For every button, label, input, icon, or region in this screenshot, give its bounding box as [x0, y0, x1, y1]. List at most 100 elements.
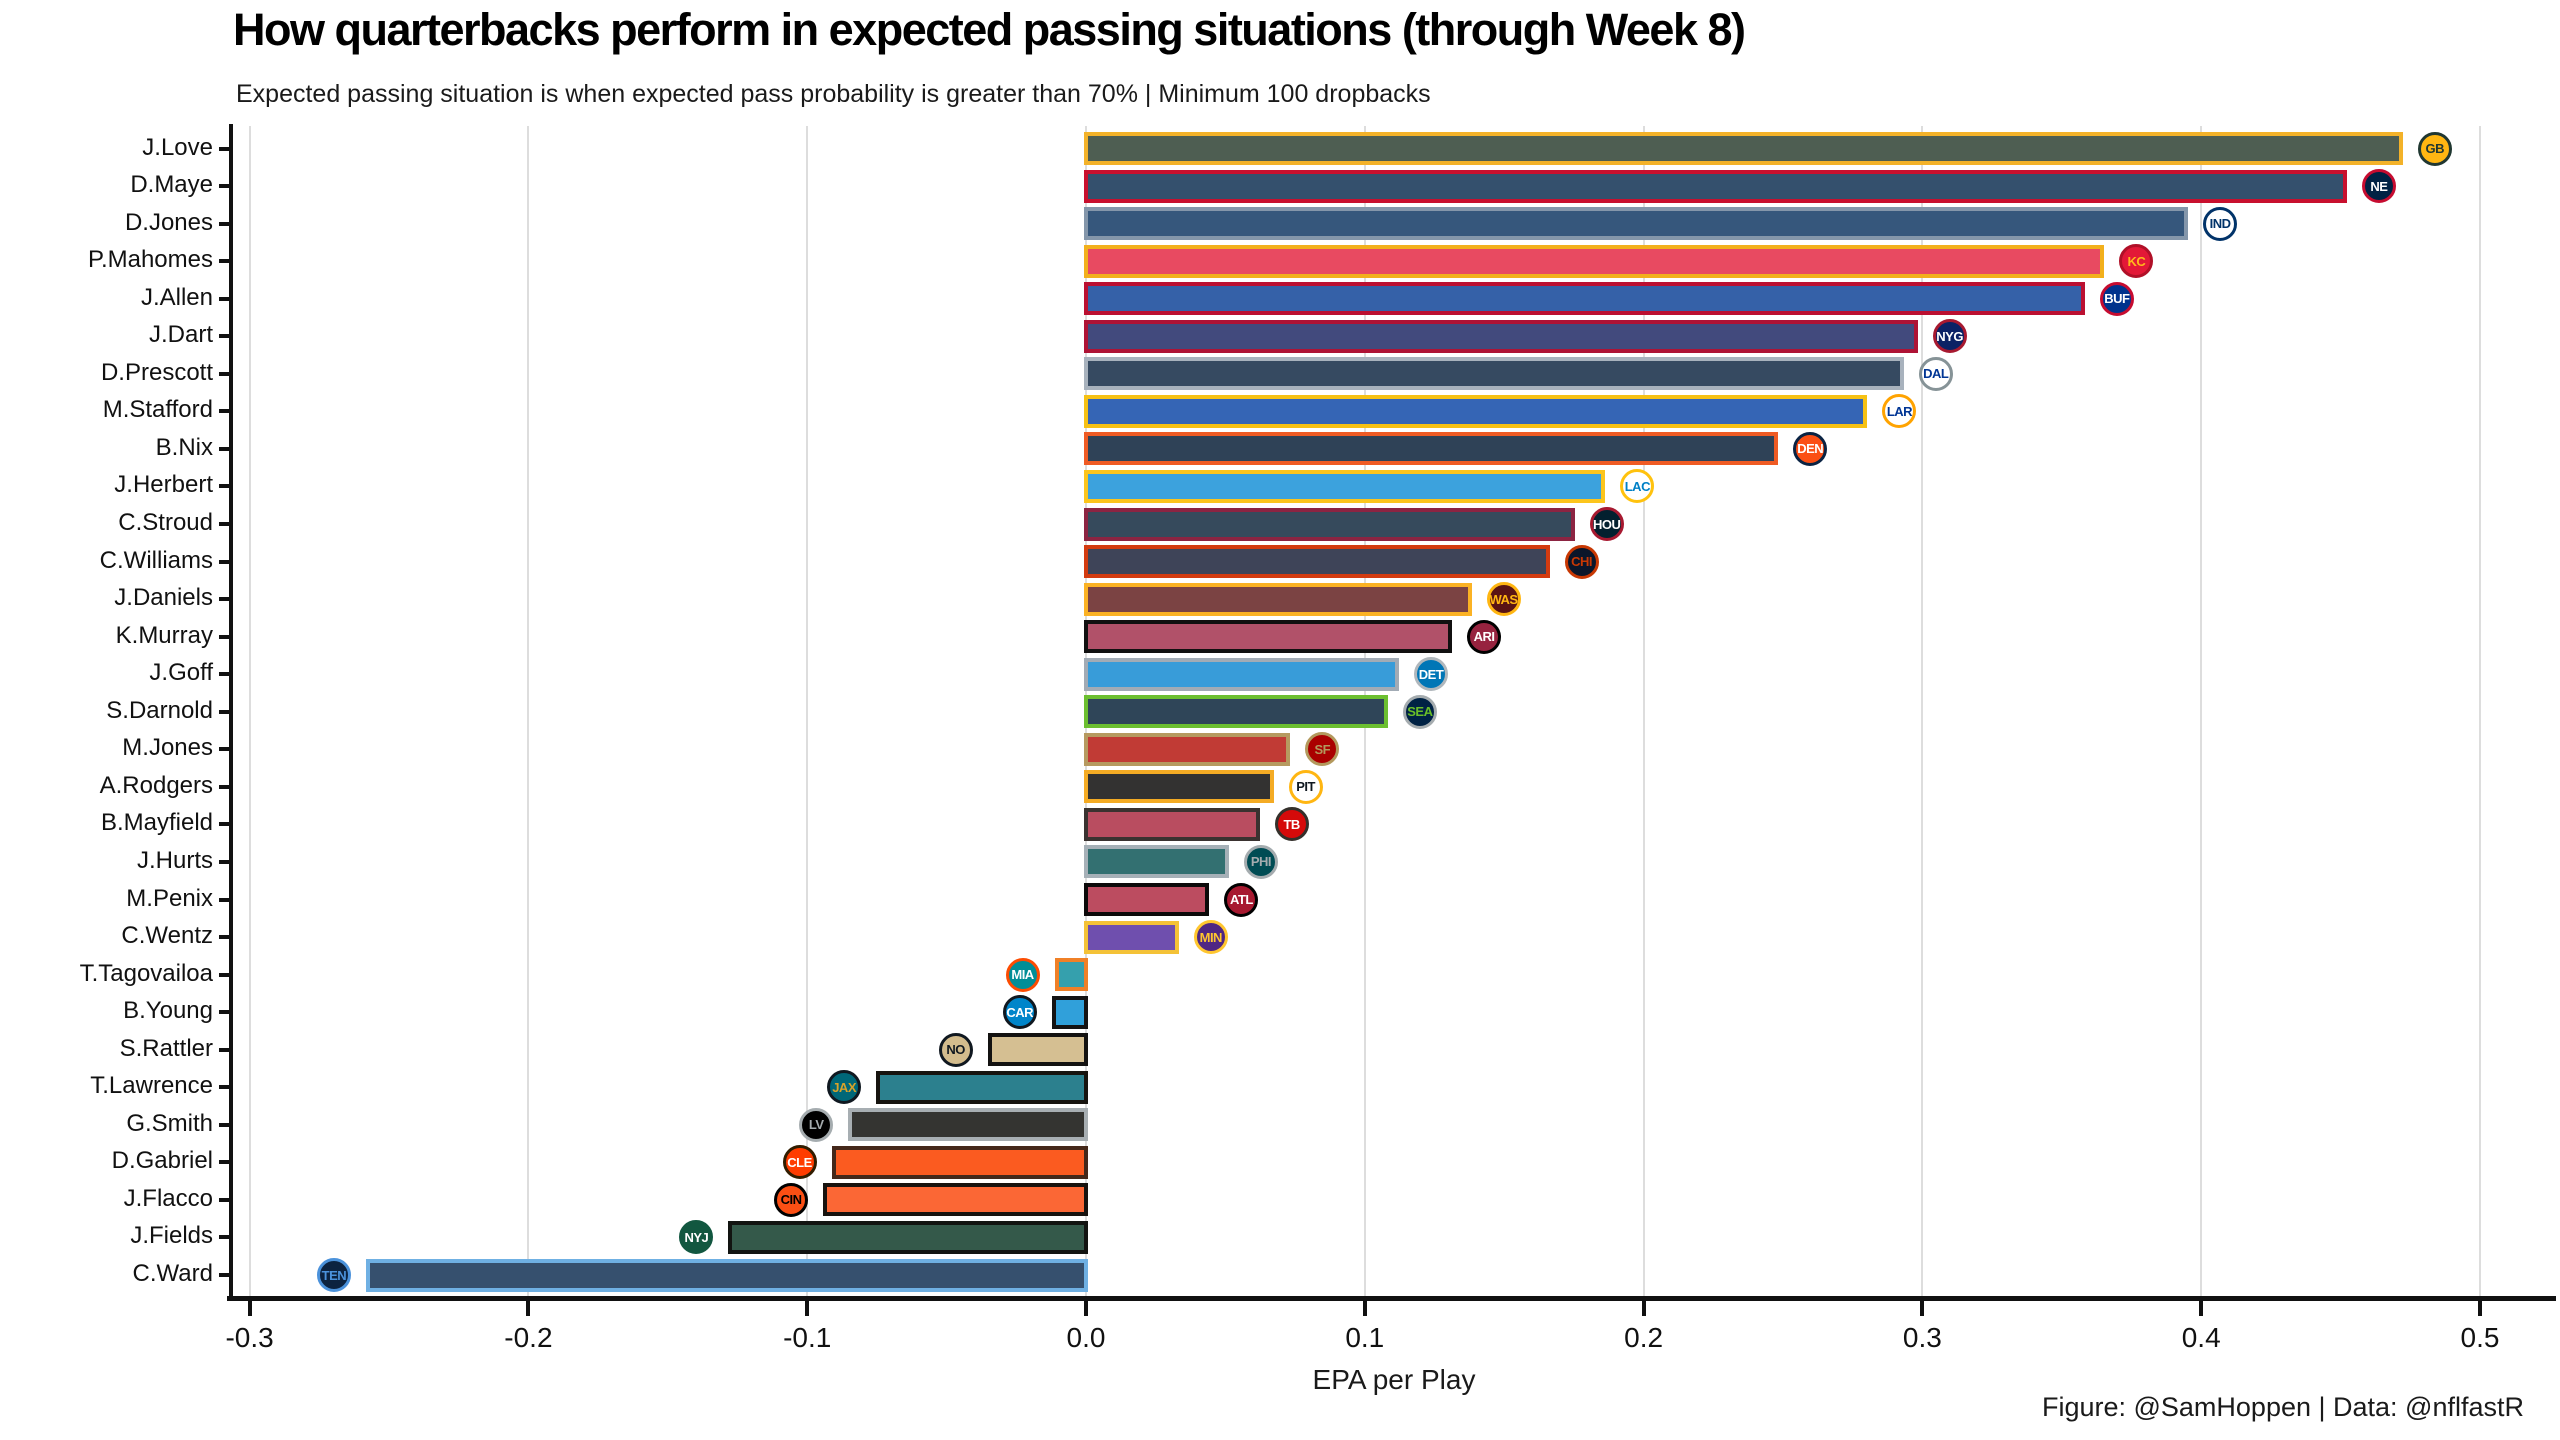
team-logo-TB: TB — [1274, 807, 1309, 842]
bar-J.Fields — [728, 1220, 1088, 1254]
qb-name-J.Allen: J.Allen — [140, 283, 213, 311]
x-tick-0.4 — [2199, 1301, 2204, 1316]
page-title: How quarterbacks perform in expected pas… — [233, 4, 1746, 55]
gridline-0.2 — [1642, 126, 1645, 1296]
team-logo-NYG: NYG — [1932, 319, 1967, 354]
bar-G.Smith — [848, 1108, 1088, 1142]
y-tick — [219, 935, 230, 940]
team-logo-CHI: CHI — [1564, 544, 1599, 579]
bar-C.Williams — [1084, 545, 1550, 579]
qb-name-J.Daniels: J.Daniels — [114, 584, 213, 612]
qb-name-B.Nix: B.Nix — [155, 433, 213, 461]
y-tick — [219, 259, 230, 264]
team-logo-SEA: SEA — [1402, 694, 1437, 729]
y-axis-line — [229, 124, 233, 1301]
bar-C.Wentz — [1084, 920, 1179, 954]
x-tick-label--0.1: -0.1 — [783, 1322, 832, 1353]
y-tick — [219, 822, 230, 827]
team-logo-MIN: MIN — [1193, 920, 1228, 955]
x-axis-line — [227, 1296, 2556, 1301]
bar-C.Ward — [365, 1258, 1088, 1292]
x-tick--0.2 — [526, 1301, 531, 1316]
bar-A.Rodgers — [1084, 770, 1274, 804]
x-tick-label-0.4: 0.4 — [2181, 1322, 2221, 1353]
y-tick — [219, 672, 230, 677]
gridline--0.3 — [248, 126, 251, 1296]
bar-B.Young — [1051, 995, 1088, 1029]
bar-P.Mahomes — [1084, 244, 2105, 278]
qb-name-D.Jones: D.Jones — [124, 208, 213, 236]
bar-T.Tagovailoa — [1054, 958, 1088, 992]
y-tick — [219, 1047, 230, 1052]
y-tick — [219, 709, 230, 714]
qb-name-M.Penix: M.Penix — [126, 884, 213, 912]
qb-name-C.Stroud: C.Stroud — [118, 509, 213, 536]
team-logo-CIN: CIN — [774, 1182, 809, 1217]
x-tick-label-0.5: 0.5 — [2460, 1322, 2500, 1353]
qb-name-D.Gabriel: D.Gabriel — [111, 1147, 213, 1175]
team-logo-BUF: BUF — [2099, 281, 2134, 316]
team-logo-LAC: LAC — [1620, 469, 1655, 504]
bar-S.Darnold — [1084, 695, 1388, 729]
team-logo-PHI: PHI — [1243, 844, 1278, 879]
x-tick--0.1 — [805, 1301, 810, 1316]
team-logo-WAS: WAS — [1486, 582, 1521, 617]
y-tick — [219, 1235, 230, 1240]
bar-B.Mayfield — [1084, 807, 1260, 841]
team-logo-LAR: LAR — [1882, 394, 1917, 429]
team-logo-GB: GB — [2417, 131, 2452, 166]
qb-name-J.Hurts: J.Hurts — [136, 846, 213, 874]
x-tick-0.0 — [1084, 1301, 1088, 1316]
team-logo-IND: IND — [2203, 206, 2238, 241]
y-tick — [219, 1010, 230, 1015]
bar-J.Love — [1084, 132, 2403, 165]
y-tick — [219, 409, 230, 414]
y-tick — [219, 484, 230, 489]
y-tick — [219, 972, 230, 977]
qb-name-T.Tagovailoa: T.Tagovailoa — [79, 959, 213, 987]
y-tick — [219, 296, 230, 301]
y-tick — [219, 597, 230, 602]
qb-name-J.Love: J.Love — [142, 133, 213, 161]
x-axis-label: EPA per Play — [1312, 1364, 1476, 1395]
team-logo-DEN: DEN — [1793, 431, 1828, 466]
x-tick-0.1 — [1362, 1301, 1367, 1316]
bar-M.Jones — [1084, 732, 1291, 766]
team-logo-CLE: CLE — [782, 1145, 817, 1180]
team-logo-KC: KC — [2119, 244, 2154, 279]
qb-name-S.Rattler: S.Rattler — [119, 1034, 213, 1062]
gridline--0.1 — [806, 126, 809, 1296]
bar-J.Allen — [1084, 282, 2085, 316]
x-tick-label--0.3: -0.3 — [225, 1322, 274, 1353]
y-tick — [219, 146, 230, 151]
qb-name-J.Goff: J.Goff — [149, 659, 213, 687]
qb-name-K.Murray: K.Murray — [115, 621, 213, 649]
team-logo-DET: DET — [1414, 657, 1449, 692]
y-tick — [219, 1273, 230, 1277]
bar-B.Nix — [1084, 432, 1779, 466]
bar-J.Hurts — [1084, 845, 1229, 879]
x-tick-0.3 — [1920, 1301, 1925, 1316]
y-tick — [219, 634, 230, 639]
team-logo-NO: NO — [938, 1032, 973, 1067]
qb-name-J.Flacco: J.Flacco — [123, 1184, 213, 1212]
qb-name-C.Wentz: C.Wentz — [121, 922, 213, 950]
y-tick — [219, 1197, 230, 1202]
team-logo-MIA: MIA — [1005, 957, 1040, 992]
y-tick — [219, 1085, 230, 1090]
team-logo-CAR: CAR — [1002, 995, 1037, 1030]
team-logo-NE: NE — [2361, 169, 2396, 204]
qb-name-C.Williams: C.Williams — [99, 546, 213, 574]
qb-name-B.Young: B.Young — [123, 997, 213, 1025]
team-logo-TEN: TEN — [316, 1258, 351, 1292]
y-tick — [219, 747, 230, 752]
y-tick — [219, 1122, 230, 1127]
gridline-0.5 — [2479, 126, 2481, 1296]
bar-C.Stroud — [1084, 507, 1575, 541]
bar-J.Flacco — [823, 1183, 1088, 1217]
bar-M.Stafford — [1084, 394, 1868, 428]
team-logo-SF: SF — [1305, 732, 1340, 767]
y-tick — [219, 371, 230, 376]
y-tick — [219, 522, 230, 526]
team-logo-LV: LV — [799, 1107, 834, 1142]
